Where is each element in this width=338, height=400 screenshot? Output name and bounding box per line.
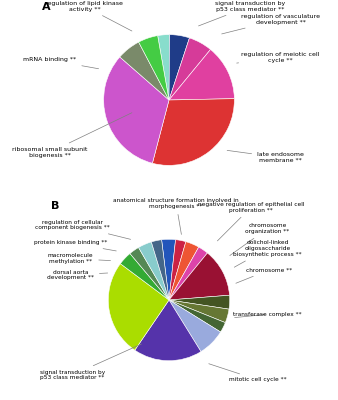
Text: chromosome
organization **: chromosome organization ** [230,223,290,256]
Wedge shape [169,295,230,309]
Wedge shape [169,253,230,300]
Text: dolichol-linked
oligosaccharide
biosynthetic process **: dolichol-linked oligosaccharide biosynth… [233,240,302,267]
Text: late endosome
membrane **: late endosome membrane ** [227,150,304,163]
Wedge shape [169,240,186,300]
Wedge shape [135,300,201,361]
Wedge shape [169,300,221,352]
Text: macromolecule
methylation **: macromolecule methylation ** [48,253,111,264]
Text: regulation of meiotic cell
cycle **: regulation of meiotic cell cycle ** [237,52,320,63]
Text: signal transduction by
p53 class mediator **: signal transduction by p53 class mediato… [198,1,285,26]
Wedge shape [152,99,234,165]
Text: protein kinase binding **: protein kinase binding ** [34,240,116,251]
Wedge shape [169,300,229,323]
Wedge shape [139,242,169,300]
Text: regulation of vasculature
development **: regulation of vasculature development ** [222,14,320,34]
Wedge shape [162,239,175,300]
Text: negative regulation of epithelial cell
proliferation **: negative regulation of epithelial cell p… [198,202,305,241]
Wedge shape [169,50,234,100]
Text: signal transduction by
p53 class mediator **: signal transduction by p53 class mediato… [40,344,142,380]
Text: chromosome **: chromosome ** [236,268,292,283]
Wedge shape [139,36,169,100]
Text: A: A [42,2,51,12]
Wedge shape [104,57,169,163]
Text: regulation of lipid kinase
activity **: regulation of lipid kinase activity ** [45,1,132,31]
Text: mRNA binding **: mRNA binding ** [23,58,99,69]
Wedge shape [169,38,211,100]
Text: dorsal aorta
development **: dorsal aorta development ** [47,270,108,280]
Wedge shape [169,242,199,300]
Text: ribosomal small subunit
biogenesis **: ribosomal small subunit biogenesis ** [12,113,132,158]
Wedge shape [130,248,169,300]
Wedge shape [108,264,169,350]
Wedge shape [169,247,208,300]
Wedge shape [158,35,170,100]
Wedge shape [120,42,169,100]
Text: B: B [51,202,59,212]
Text: mitotic cell cycle **: mitotic cell cycle ** [209,364,287,382]
Text: anatomical structure formation involved in
morphogenesis **: anatomical structure formation involved … [113,198,239,234]
Wedge shape [151,240,169,300]
Wedge shape [120,254,169,300]
Wedge shape [169,35,190,100]
Text: transferase complex **: transferase complex ** [233,312,302,318]
Wedge shape [169,300,225,332]
Text: regulation of cellular
component biogenesis **: regulation of cellular component biogene… [35,220,130,239]
